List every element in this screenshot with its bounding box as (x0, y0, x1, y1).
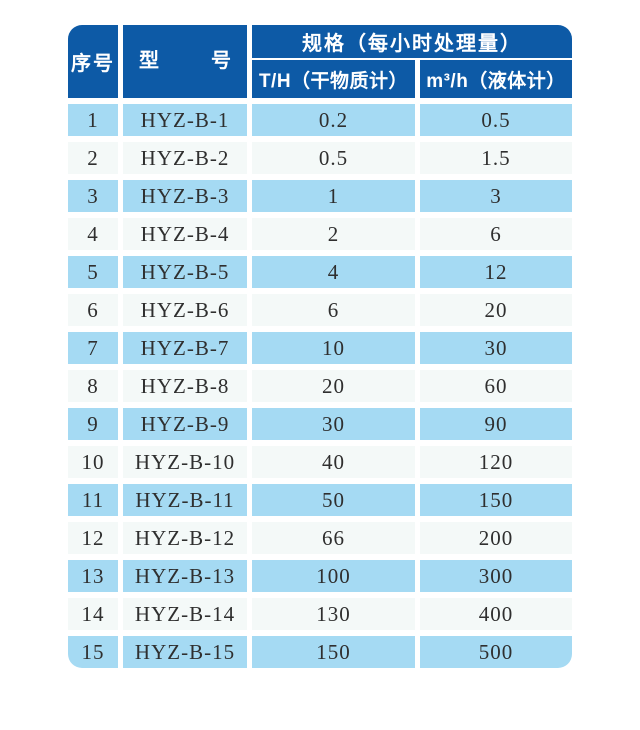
cell-dry-capacity: 10 (252, 332, 415, 364)
cell-liquid-capacity: 150 (420, 484, 572, 516)
cell-liquid-capacity: 300 (420, 560, 572, 592)
cell-serial-number: 5 (68, 256, 118, 288)
cell-model: HYZ-B-10 (123, 446, 247, 478)
cell-liquid-capacity: 500 (420, 636, 572, 668)
cell-model: HYZ-B-9 (123, 408, 247, 440)
cell-model: HYZ-B-2 (123, 142, 247, 174)
cell-serial-number: 15 (68, 636, 118, 668)
cell-model: HYZ-B-11 (123, 484, 247, 516)
cell-serial-number: 1 (68, 104, 118, 136)
cell-model: HYZ-B-14 (123, 598, 247, 630)
table-header: 序号 型 号 规格（每小时处理量） T/H（干物质计） m³/h（液体计） (68, 25, 572, 98)
cell-liquid-capacity: 0.5 (420, 104, 572, 136)
header-spec-group: 规格（每小时处理量） (252, 25, 572, 58)
header-model: 型 号 (123, 25, 247, 98)
header-serial-number: 序号 (68, 25, 118, 98)
cell-model: HYZ-B-6 (123, 294, 247, 326)
cell-serial-number: 8 (68, 370, 118, 402)
cell-serial-number: 7 (68, 332, 118, 364)
cell-dry-capacity: 66 (252, 522, 415, 554)
cell-liquid-capacity: 120 (420, 446, 572, 478)
header-dry-basis: T/H（干物质计） (252, 60, 415, 98)
cell-model: HYZ-B-5 (123, 256, 247, 288)
cell-dry-capacity: 1 (252, 180, 415, 212)
cell-serial-number: 11 (68, 484, 118, 516)
cell-dry-capacity: 4 (252, 256, 415, 288)
cell-model: HYZ-B-15 (123, 636, 247, 668)
cell-model: HYZ-B-7 (123, 332, 247, 364)
cell-serial-number: 4 (68, 218, 118, 250)
cell-serial-number: 2 (68, 142, 118, 174)
cell-dry-capacity: 130 (252, 598, 415, 630)
cell-dry-capacity: 20 (252, 370, 415, 402)
cell-liquid-capacity: 400 (420, 598, 572, 630)
table-body: 1 HYZ-B-1 0.2 0.5 2 HYZ-B-2 0.5 1.5 3 HY… (68, 104, 572, 668)
cell-liquid-capacity: 12 (420, 256, 572, 288)
spec-table: 序号 型 号 规格（每小时处理量） T/H（干物质计） m³/h（液体计） 1 … (68, 25, 572, 668)
cell-dry-capacity: 100 (252, 560, 415, 592)
cell-liquid-capacity: 200 (420, 522, 572, 554)
cell-dry-capacity: 150 (252, 636, 415, 668)
cell-dry-capacity: 2 (252, 218, 415, 250)
cell-liquid-capacity: 90 (420, 408, 572, 440)
cell-serial-number: 10 (68, 446, 118, 478)
cell-serial-number: 13 (68, 560, 118, 592)
cell-model: HYZ-B-4 (123, 218, 247, 250)
cell-dry-capacity: 0.2 (252, 104, 415, 136)
cell-model: HYZ-B-8 (123, 370, 247, 402)
cell-serial-number: 6 (68, 294, 118, 326)
cell-liquid-capacity: 1.5 (420, 142, 572, 174)
cell-serial-number: 12 (68, 522, 118, 554)
cell-liquid-capacity: 3 (420, 180, 572, 212)
cell-serial-number: 9 (68, 408, 118, 440)
cell-liquid-capacity: 60 (420, 370, 572, 402)
cell-liquid-capacity: 30 (420, 332, 572, 364)
cell-dry-capacity: 50 (252, 484, 415, 516)
cell-model: HYZ-B-13 (123, 560, 247, 592)
cell-dry-capacity: 40 (252, 446, 415, 478)
header-liquid-basis: m³/h（液体计） (420, 60, 572, 98)
cell-model: HYZ-B-12 (123, 522, 247, 554)
cell-liquid-capacity: 6 (420, 218, 572, 250)
cell-liquid-capacity: 20 (420, 294, 572, 326)
cell-dry-capacity: 6 (252, 294, 415, 326)
cell-model: HYZ-B-1 (123, 104, 247, 136)
cell-serial-number: 3 (68, 180, 118, 212)
cell-serial-number: 14 (68, 598, 118, 630)
cell-dry-capacity: 30 (252, 408, 415, 440)
cell-dry-capacity: 0.5 (252, 142, 415, 174)
cell-model: HYZ-B-3 (123, 180, 247, 212)
